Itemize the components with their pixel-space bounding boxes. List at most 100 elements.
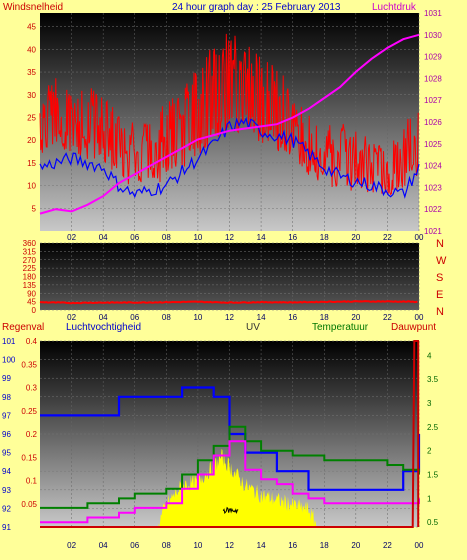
panel2-grid	[40, 242, 420, 311]
dewpoint-series	[40, 440, 420, 524]
y-direction-tick: 270	[23, 256, 37, 265]
y-temp-tick: 1.5	[427, 471, 439, 480]
x-tick-label: 18	[320, 541, 329, 550]
x-tick-label: 02	[67, 313, 76, 322]
temperature-series	[40, 425, 420, 509]
y-direction-tick: 90	[27, 289, 36, 298]
x-tick-label: 14	[257, 233, 266, 242]
y-right-tick: 1022	[424, 205, 442, 214]
uv-detail-series	[222, 506, 239, 515]
x-tick-label: 16	[288, 313, 297, 322]
y-right-tick: 1027	[424, 96, 442, 105]
y-left-tick: 15	[27, 159, 36, 168]
y-humidity-tick: 100	[2, 356, 16, 365]
y-humidity-tick: 97	[2, 411, 11, 420]
y-left-tick: 40	[27, 45, 36, 54]
panel1-ticks: 5101520253035404510211022102310241025102…	[27, 9, 442, 242]
x-tick-label: 06	[130, 233, 139, 242]
y-temp-tick: 0.5	[427, 518, 439, 527]
x-tick-label: 04	[99, 233, 108, 242]
x-tick-label: 08	[162, 233, 171, 242]
chart-title: 24 hour graph day : 25 February 2013	[172, 2, 341, 13]
y-right-tick: 1028	[424, 74, 442, 83]
pressure-series	[39, 33, 420, 215]
y-direction-tick: 0	[32, 306, 37, 315]
x-tick-label: 16	[288, 233, 297, 242]
direction-label: E	[436, 289, 443, 301]
direction-label: N	[436, 238, 444, 250]
y-temp-tick: 2	[427, 447, 432, 456]
y-direction-tick: 135	[23, 281, 37, 290]
y-direction-tick: 315	[23, 247, 37, 256]
y-humidity-tick: 99	[2, 374, 11, 383]
y-direction-tick: 180	[23, 273, 37, 282]
x-tick-label: 18	[320, 313, 329, 322]
uv-area-series	[158, 448, 317, 527]
x-tick-label: 08	[162, 313, 171, 322]
y-humidity-tick: 92	[2, 504, 11, 513]
label-regenval: Regenval	[2, 322, 44, 333]
y-humidity-tick: 94	[2, 467, 11, 476]
y-temp-tick: 1	[427, 494, 432, 503]
y-right-tick: 1026	[424, 118, 442, 127]
y-left-tick: 10	[27, 182, 36, 191]
y-humidity-tick: 93	[2, 486, 11, 495]
y-temp-tick: 3.5	[427, 375, 439, 384]
y-left-tick: 35	[27, 68, 36, 77]
y-rain-tick: 0.1	[26, 477, 38, 486]
wind-speed-series	[39, 33, 419, 196]
y-humidity-tick: 95	[2, 449, 11, 458]
y-direction-tick: 45	[27, 298, 36, 307]
x-tick-label: 04	[99, 541, 108, 550]
x-tick-label: 02	[67, 233, 76, 242]
y-humidity-tick: 96	[2, 430, 11, 439]
y-left-tick: 45	[27, 23, 36, 32]
x-tick-label: 06	[130, 541, 139, 550]
y-rain-tick: 0.05	[21, 500, 37, 509]
x-tick-label: 16	[288, 541, 297, 550]
label-temperatuur: Temperatuur	[312, 322, 369, 333]
x-tick-label: 02	[67, 541, 76, 550]
right-axis-label: Luchtdruk	[372, 2, 417, 13]
x-tick-label: 22	[383, 233, 392, 242]
y-direction-tick: 360	[23, 239, 37, 248]
x-tick-label: 20	[351, 313, 360, 322]
label-luchtvochtigheid: Luchtvochtigheid	[66, 322, 141, 333]
x-tick-label: 10	[193, 541, 202, 550]
wind-direction-series	[39, 300, 418, 305]
y-temp-tick: 3	[427, 399, 432, 408]
y-temp-tick: 2.5	[427, 423, 439, 432]
y-right-tick: 1031	[424, 9, 442, 18]
y-right-tick: 1023	[424, 183, 442, 192]
y-humidity-tick: 98	[2, 393, 11, 402]
x-tick-label: 12	[225, 541, 234, 550]
rain-series	[40, 340, 419, 528]
y-direction-tick: 225	[23, 264, 37, 273]
y-left-tick: 20	[27, 136, 36, 145]
y-right-tick: 1024	[424, 162, 442, 171]
x-tick-label: 12	[225, 233, 234, 242]
y-rain-tick: 0.4	[26, 337, 38, 346]
panel2-series	[39, 300, 418, 305]
left-axis-label: Windsnelheid	[3, 2, 63, 13]
y-humidity-tick: 101	[2, 337, 16, 346]
x-tick-label: 00	[415, 233, 424, 242]
x-tick-label: 08	[162, 541, 171, 550]
panel1-series	[39, 33, 420, 215]
panel3-ticks: 9192939495969798991001010.050.10.150.20.…	[2, 337, 439, 550]
x-tick-label: 00	[415, 541, 424, 550]
y-temp-tick: 4	[427, 351, 432, 360]
humidity-series	[40, 386, 421, 491]
x-tick-label: 10	[193, 233, 202, 242]
y-rain-tick: 0.15	[21, 453, 37, 462]
y-right-tick: 1021	[424, 227, 442, 236]
direction-label: N	[436, 306, 444, 318]
y-left-tick: 5	[32, 204, 37, 213]
panel3-series	[40, 340, 421, 528]
x-tick-label: 04	[99, 313, 108, 322]
x-tick-label: 14	[257, 313, 266, 322]
